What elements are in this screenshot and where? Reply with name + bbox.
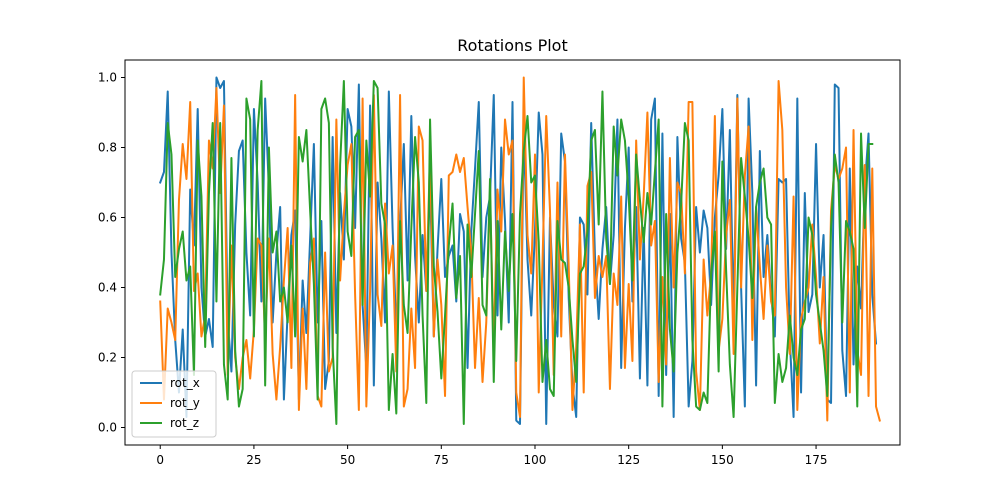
plot-frame — [124, 59, 901, 446]
x-tick-label: 150 — [711, 453, 734, 467]
x-tick-label: 0 — [156, 453, 164, 467]
legend-box — [131, 370, 217, 438]
y-tick-label: 0.6 — [98, 211, 117, 225]
legend-label-rot_y: rot_y — [170, 396, 200, 410]
y-tick-label: 0.0 — [98, 421, 117, 435]
series-line-rot_z — [159, 80, 874, 425]
y-axis: 0.0 0.2 0.4 0.6 0.8 1.0 — [98, 71, 125, 435]
y-tick-label: 1.0 — [98, 71, 117, 85]
legend-label-rot_x: rot_x — [170, 376, 200, 390]
y-tick-label: 0.4 — [98, 281, 117, 295]
x-tick-label: 75 — [434, 453, 449, 467]
x-axis: 0 25 50 75 100 125 150 175 — [156, 445, 828, 467]
y-tick-label: 0.8 — [98, 141, 117, 155]
x-tick-label: 50 — [340, 453, 355, 467]
x-tick-label: 125 — [617, 453, 640, 467]
y-tick-label: 0.2 — [98, 351, 117, 365]
series-line-rot_x — [158, 76, 878, 425]
series-layer — [158, 76, 881, 425]
legend-label-rot_z: rot_z — [170, 416, 199, 430]
x-tick-label: 25 — [246, 453, 261, 467]
chart-title: Rotations Plot — [457, 36, 568, 55]
x-tick-label: 175 — [805, 453, 828, 467]
x-tick-label: 100 — [524, 453, 547, 467]
legend: rot_x rot_y rot_z — [131, 370, 217, 438]
series-line-rot_y — [159, 76, 881, 422]
